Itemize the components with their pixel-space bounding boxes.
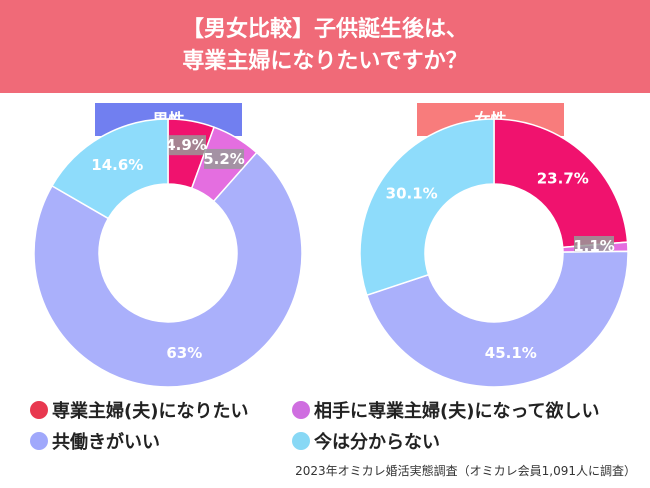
data-label: 4.9% xyxy=(165,136,207,154)
data-label-bg xyxy=(204,148,245,169)
legend-label: 相手に専業主婦(夫)になって欲しい xyxy=(314,401,600,422)
legend-item-unknown: 今は分からない xyxy=(292,428,440,454)
donut-slice xyxy=(493,118,629,249)
donut-slice xyxy=(33,151,303,388)
legend-dot xyxy=(30,432,48,450)
donut-slice xyxy=(359,118,495,297)
legend-label: 共働きがいい xyxy=(52,432,160,453)
legend-label: 今は分からない xyxy=(314,432,440,453)
legend-dot xyxy=(30,401,48,419)
legend-label: 専業主婦(夫)になりたい xyxy=(52,401,249,422)
legend-dot xyxy=(292,401,310,419)
title-line-2: 専業主婦になりたいですか？ xyxy=(182,49,468,74)
title-line-1: 【男女比較】子供誕生後は、 xyxy=(181,17,468,42)
data-label-bg xyxy=(166,135,206,156)
data-label: 45.1% xyxy=(485,344,537,362)
data-label: 30.1% xyxy=(386,185,438,203)
legend-item-housewife: 専業主婦(夫)になりたい xyxy=(30,397,248,423)
donut-slice xyxy=(365,250,629,388)
source-note: 2023年オミカレ婚活実態調査（オミカレ会員1,091人に調査） xyxy=(295,464,636,478)
legend-item-partner: 相手に専業主婦(夫)になって欲しい xyxy=(292,397,600,423)
legend-item-dual-income: 共働きがいい xyxy=(30,428,160,454)
data-label: 1.1% xyxy=(573,237,615,255)
data-label: 14.6% xyxy=(91,156,143,174)
data-label: 63% xyxy=(166,344,202,362)
legend-dot xyxy=(292,432,310,450)
donut-slice xyxy=(51,118,169,220)
chart-title: 【男女比較】子供誕生後は、 専業主婦になりたいですか？ xyxy=(0,0,650,93)
data-label: 23.7% xyxy=(537,169,589,187)
data-label: 5.2% xyxy=(203,150,245,168)
